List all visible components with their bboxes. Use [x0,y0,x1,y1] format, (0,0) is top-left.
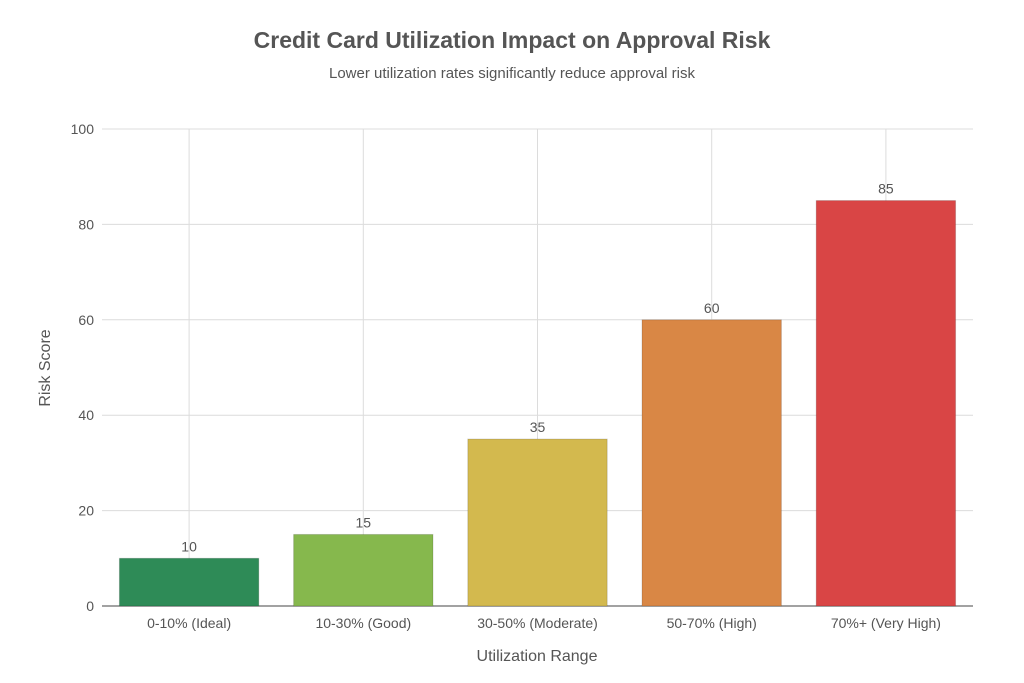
x-tick-label: 0-10% (Ideal) [147,615,231,631]
bar-value-label: 60 [704,300,720,316]
x-tick-label: 30-50% (Moderate) [477,615,598,631]
chart-subtitle: Lower utilization rates significantly re… [329,65,696,82]
bar [467,438,608,607]
y-tick-label: 80 [78,216,94,232]
x-axis-title: Utilization Range [477,648,598,665]
y-tick-label: 40 [78,407,94,423]
bar [118,557,260,607]
y-tick-label: 0 [86,598,94,614]
x-tick-label: 50-70% (High) [667,615,757,631]
bar-value-label: 10 [181,538,197,554]
bars [118,200,957,607]
bar [815,200,957,607]
chart-title: Credit Card Utilization Impact on Approv… [254,27,771,53]
y-axis-ticks: 0 20 40 60 80 100 [71,121,95,614]
bar-value-label: 35 [530,419,546,435]
x-tick-label: 10-30% (Good) [315,615,411,631]
bar [641,319,782,607]
data-labels: 10 15 35 60 85 [181,181,894,555]
bar-value-label: 15 [356,514,372,530]
x-tick-label: 70%+ (Very High) [831,615,941,631]
y-tick-label: 100 [71,121,95,137]
x-axis-ticks: 0-10% (Ideal) 10-30% (Good) 30-50% (Modera… [147,615,941,631]
bar-value-label: 85 [878,181,894,197]
y-tick-label: 20 [78,503,94,519]
y-tick-label: 60 [78,312,94,328]
y-axis-title: Risk Score [37,329,54,406]
bar [293,533,434,607]
